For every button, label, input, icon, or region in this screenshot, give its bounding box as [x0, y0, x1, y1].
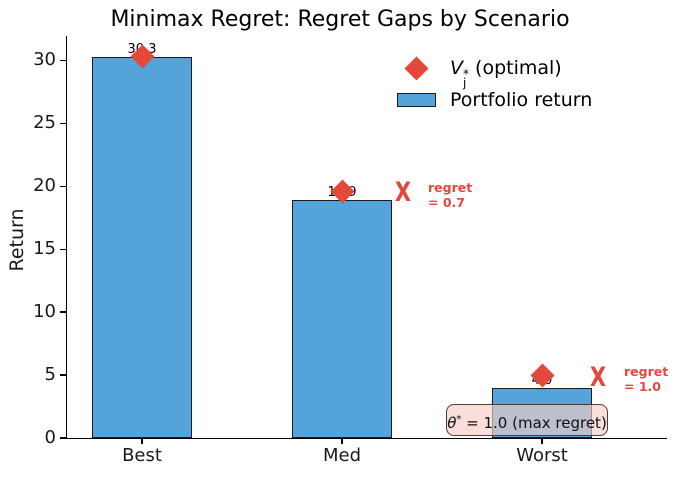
x-tick-mark	[341, 439, 343, 444]
regret-annotation-med-line1: regret	[428, 180, 473, 195]
regret-x-mark-med: X	[394, 177, 412, 208]
theta-text: = 1.0 (max regret)	[461, 414, 607, 432]
regret-annotation-worst-line2: = 1.0	[624, 378, 661, 394]
y-tick-label: 15	[33, 238, 56, 260]
y-tick-label: 20	[33, 175, 56, 197]
bar-med	[292, 200, 392, 438]
chart-title: Minimax Regret: Regret Gaps by Scenario	[110, 7, 570, 32]
legend-optimal-rest: (optimal)	[469, 57, 562, 79]
y-tick-mark	[60, 311, 66, 313]
y-axis-spine	[66, 36, 68, 439]
regret-x-mark-worst: X	[589, 362, 607, 393]
regret-annotation-worst: regret = 1.0	[624, 364, 669, 394]
max-regret-callout: θ* = 1.0 (max regret)	[446, 404, 608, 436]
legend-bar-swatch	[397, 93, 436, 107]
y-tick-label: 25	[33, 112, 56, 134]
x-tick-label: Med	[322, 445, 362, 466]
legend-diamond-marker	[404, 56, 429, 81]
x-tick-mark	[141, 439, 143, 444]
legend-label-portfolio: Portfolio return	[450, 89, 593, 111]
legend-optimal-sub: j	[463, 76, 467, 90]
y-tick-label: 5	[44, 364, 56, 386]
x-axis-spine	[66, 438, 667, 440]
y-tick-mark	[60, 374, 66, 376]
regret-annotation-med-line2: = 0.7	[428, 194, 465, 210]
bar-best	[92, 56, 192, 438]
x-tick-mark	[541, 439, 543, 444]
y-tick-mark	[60, 437, 66, 439]
y-tick-label: 30	[33, 49, 56, 71]
y-tick-mark	[60, 185, 66, 187]
regret-annotation-med: regret = 0.7	[428, 180, 473, 210]
y-tick-mark	[60, 248, 66, 250]
x-tick-label: Best	[122, 445, 162, 466]
legend-label-optimal: V * j (optimal)	[450, 55, 562, 90]
y-tick-label: 10	[33, 301, 56, 323]
y-tick-mark	[60, 59, 66, 62]
regret-annotation-worst-line1: regret	[624, 364, 669, 379]
x-tick-label: Worst	[516, 445, 568, 466]
y-tick-label: 0	[44, 427, 56, 448]
theta-superscript: *	[456, 414, 462, 425]
legend-optimal-v: V	[450, 57, 463, 79]
y-tick-mark	[60, 122, 66, 125]
legend-optimal-sup: *	[463, 67, 469, 81]
theta-symbol: θ	[447, 414, 457, 432]
